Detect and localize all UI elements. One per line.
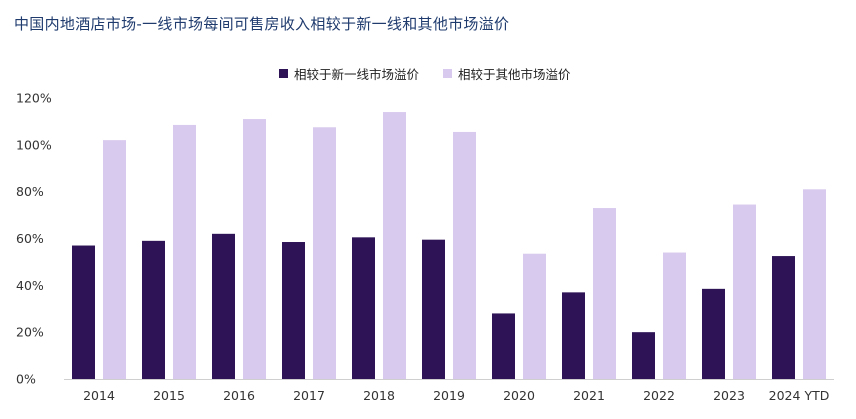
bar-series-1 — [562, 292, 585, 379]
bar-series-2 — [523, 253, 546, 379]
bar-series-1 — [772, 256, 795, 379]
x-tick-label: 2024 YTD — [769, 388, 830, 403]
bar-series-2 — [803, 189, 826, 379]
legend-swatch-series-2 — [443, 69, 453, 78]
x-tick-label: 2015 — [153, 388, 185, 403]
bar-series-2 — [383, 112, 406, 380]
y-tick-label: 80% — [16, 184, 44, 199]
x-tick-label: 2022 — [643, 388, 675, 403]
legend-label-series-2: 相较于其他市场溢价 — [458, 67, 571, 82]
legend-swatch-series-1 — [279, 69, 288, 78]
bar-series-1 — [492, 313, 515, 379]
bar-series-1 — [282, 242, 305, 379]
legend-item-series-2: 相较于其他市场溢价 — [443, 64, 571, 83]
bar-series-2 — [593, 208, 616, 379]
y-tick-label: 20% — [16, 325, 44, 340]
bar-series-2 — [313, 127, 336, 379]
bar-series-1 — [422, 239, 445, 379]
bar-series-1 — [632, 332, 655, 379]
y-tick-label: 0% — [16, 372, 36, 387]
bar-series-1 — [212, 233, 235, 379]
x-tick-label: 2018 — [363, 388, 395, 403]
y-tick-label: 40% — [16, 278, 44, 293]
legend-item-series-1: 相较于新一线市场溢价 — [279, 64, 419, 83]
x-tick-label: 2020 — [503, 388, 535, 403]
x-tick-label: 2016 — [223, 388, 255, 403]
y-tick-label: 120% — [16, 91, 52, 106]
x-tick-label: 2023 — [713, 388, 745, 403]
x-tick-label: 2017 — [293, 388, 325, 403]
bar-series-1 — [352, 237, 375, 379]
bar-series-2 — [243, 119, 266, 379]
legend-label-series-1: 相较于新一线市场溢价 — [294, 67, 420, 82]
legend: 相较于新一线市场溢价 相较于其他市场溢价 — [279, 64, 585, 83]
bar-series-2 — [733, 204, 756, 379]
bar-series-2 — [103, 140, 126, 379]
bar-series-1 — [702, 288, 725, 379]
bar-series-2 — [453, 131, 476, 379]
x-tick-label: 2014 — [83, 388, 115, 403]
bar-series-1 — [72, 245, 95, 379]
chart-title: 中国内地酒店市场-一线市场每间可售房收入相较于新一线和其他市场溢价 — [14, 15, 510, 33]
x-tick-label: 2019 — [433, 388, 465, 403]
bar-series-1 — [142, 240, 165, 379]
y-tick-label: 60% — [16, 231, 44, 246]
x-tick-label: 2021 — [573, 388, 605, 403]
bar-series-2 — [173, 124, 196, 379]
bar-series-2 — [663, 252, 686, 379]
y-tick-label: 100% — [16, 137, 52, 152]
